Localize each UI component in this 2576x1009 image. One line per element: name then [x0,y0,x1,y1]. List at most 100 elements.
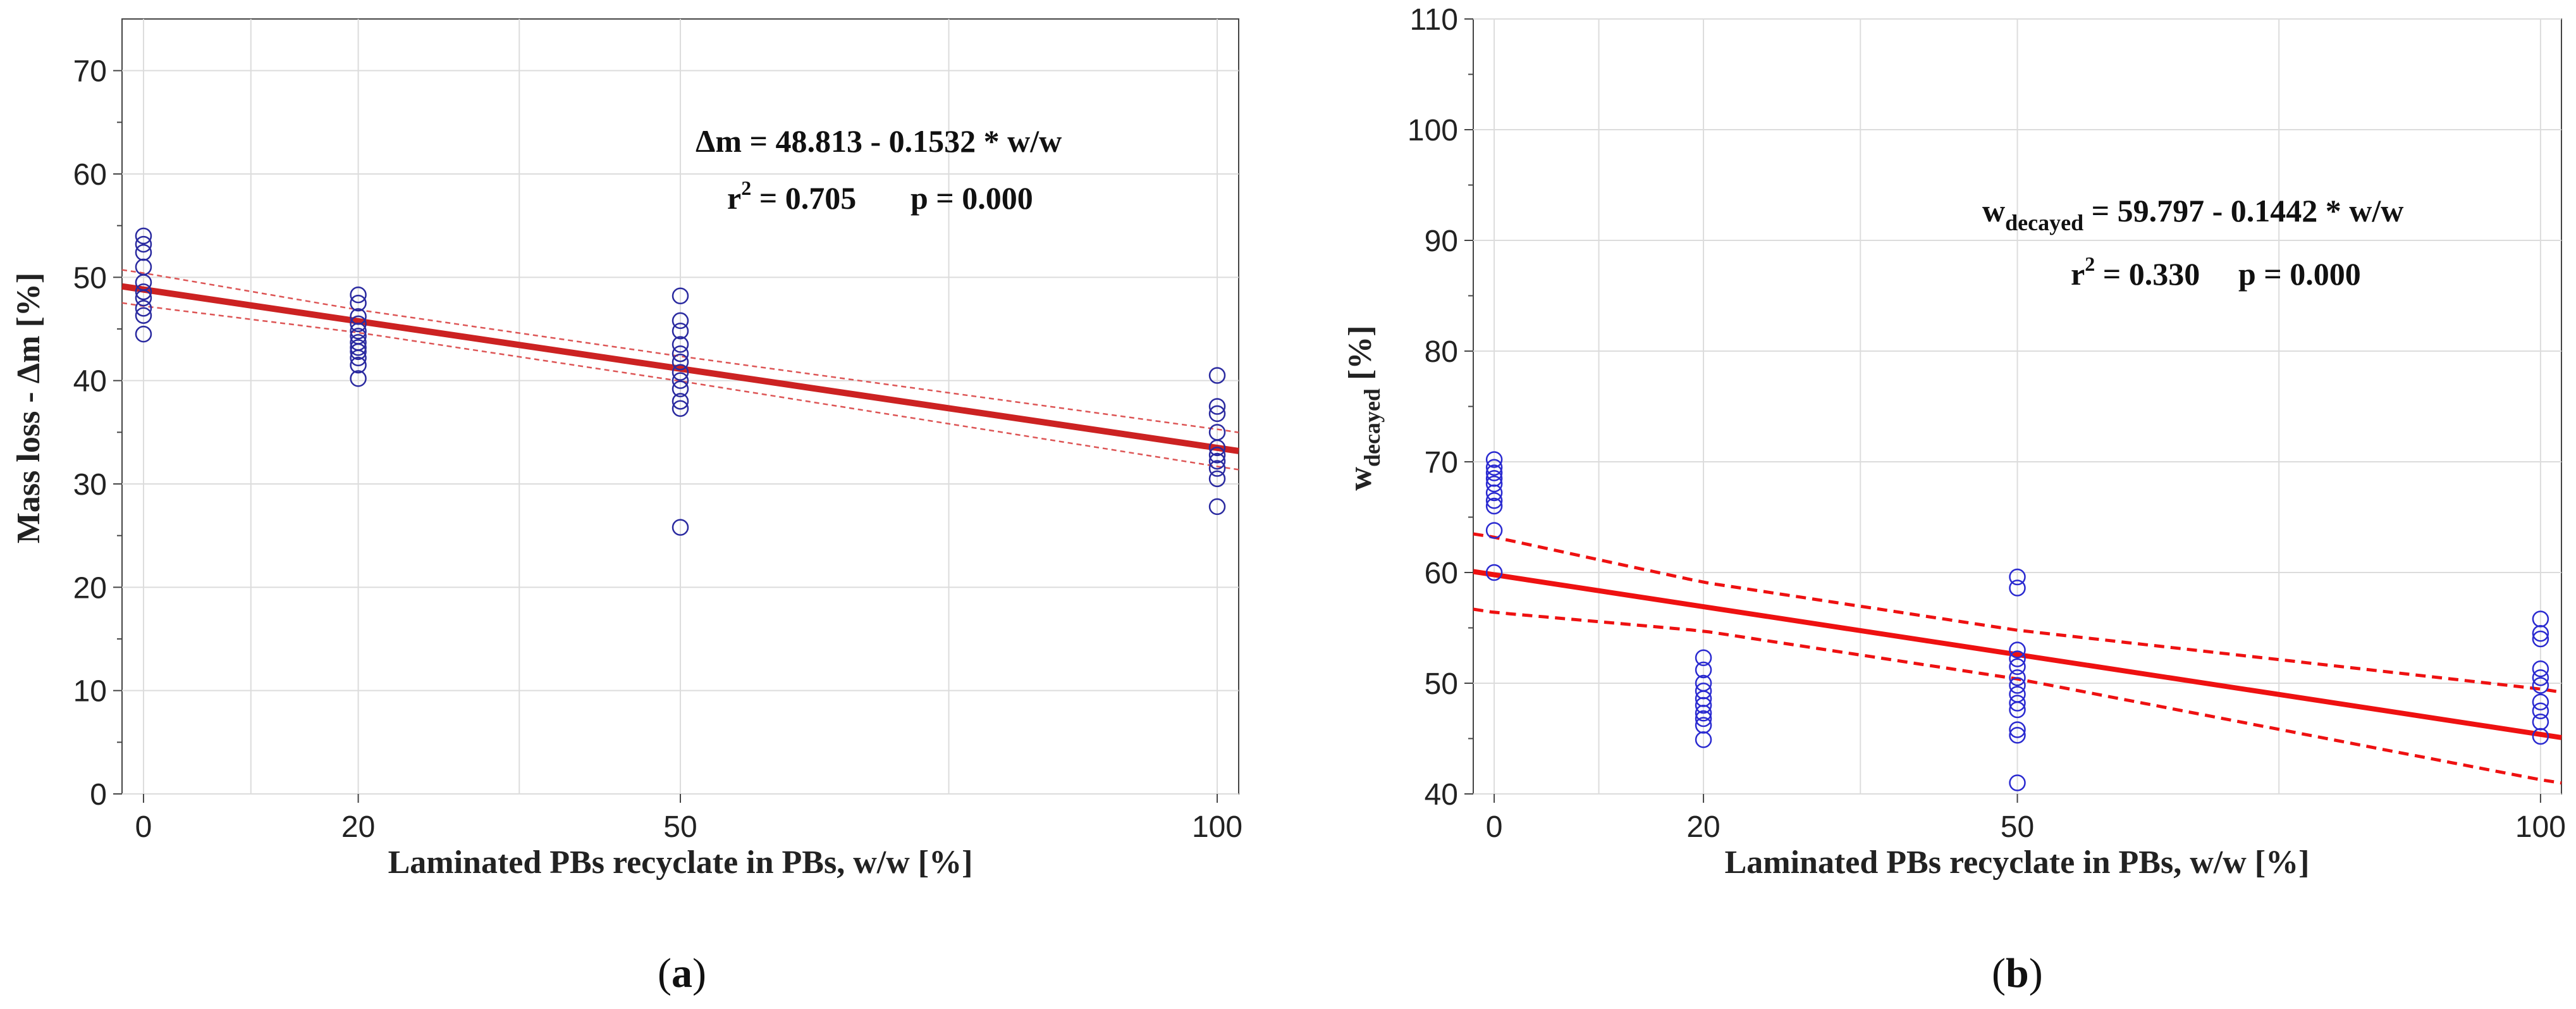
panel-b-caption: (b) [1992,950,2043,996]
data-point [135,283,152,300]
data-point [2009,568,2026,586]
panel-a-points [135,227,1226,536]
data-point [2532,669,2549,686]
data-point [1485,522,1503,539]
panel-b-fit-line [1473,569,2562,740]
data-point [2009,658,2026,675]
ci-lower-line [121,302,1239,471]
data-point [1208,470,1226,488]
x-tick-label: 20 [1686,810,1720,844]
y-tick-label: 20 [73,571,107,605]
data-point [2009,774,2026,791]
data-point [2532,660,2549,678]
panel-a-x-axis-label: Laminated PBs recyclate in PBs, w/w [%] [388,845,973,881]
data-point [672,400,689,418]
panel-b-x-axis-label: Laminated PBs recyclate in PBs, w/w [%] [1725,845,2310,881]
data-point [672,323,689,340]
data-point [1485,459,1503,476]
data-point [135,325,152,343]
panel-a-y-ticks: 0 10 20 30 40 50 60 70 [73,55,122,812]
panel-b-points [1485,451,2549,791]
y-tick-label: 100 [1408,114,1458,147]
data-point [350,323,367,340]
x-tick-label: 0 [1486,810,1503,844]
data-point [135,235,152,253]
panel-a-equation: Δm = 48.813 - 0.1532 * w/w [696,123,1062,159]
data-point [672,372,689,389]
y-tick-label: 40 [1425,778,1458,812]
panel-b-y-axis-label: wdecayed [%] [1342,325,1385,490]
data-point [1695,731,1712,748]
data-point [672,312,689,330]
y-tick-label: 90 [1425,225,1458,258]
data-point [1485,484,1503,502]
data-point [1208,460,1226,477]
data-point [2532,727,2549,745]
data-point [1695,661,1712,679]
data-point [2532,677,2549,694]
y-tick-label: 50 [1425,667,1458,701]
data-point [1208,447,1226,464]
data-point [1485,475,1503,493]
y-tick-label: 80 [1425,335,1458,369]
panel-b-p-value: p = 0.000 [2238,256,2361,292]
data-point [135,300,152,317]
y-tick-label: 30 [73,468,107,502]
panel-a-caption: (a) [658,950,706,996]
data-point [350,356,367,374]
x-tick-label: 0 [135,810,152,844]
data-point [350,343,367,361]
data-point [350,315,367,333]
panel-b-confidence-band [1473,532,2562,785]
panel-a-confidence-band [121,269,1239,471]
panel-a-y-axis-label: Mass loss - Δm [%] [11,273,47,543]
panel-a-chart: 0 20 50 100 0 10 20 30 40 50 60 70 Laminated PBs r… [11,18,1242,996]
data-point [2532,702,2549,719]
ci-lower-line [1473,607,2562,785]
x-tick-label: 100 [2515,810,2566,844]
panel-b-chart: 0 20 50 100 40 50 60 70 80 90 100 110 Laminated PB… [1342,3,2566,996]
data-point [672,519,689,536]
data-point [1208,405,1226,423]
data-point [135,289,152,307]
data-point [1485,492,1503,509]
data-point [672,287,689,304]
x-tick-label: 50 [663,810,697,844]
data-point [1485,451,1503,468]
panel-a-x-ticks: 0 20 50 100 [135,794,1242,844]
data-point [672,380,689,397]
y-tick-label: 40 [73,365,107,399]
data-point [2009,695,2026,712]
data-point [672,364,689,381]
y-tick-label: 70 [73,55,107,89]
data-point [350,339,367,356]
panel-b-y-ticks: 40 50 60 70 80 90 100 110 [1408,3,1473,812]
data-point [135,307,152,325]
x-tick-label: 20 [341,810,375,844]
data-point [672,393,689,410]
data-point [1208,439,1226,457]
y-tick-label: 60 [73,158,107,192]
data-point [2009,677,2026,694]
data-point [350,349,367,366]
data-point [2009,727,2026,744]
data-point [1695,710,1712,727]
y-tick-label: 60 [1425,557,1458,590]
data-point [1208,367,1226,384]
y-tick-label: 0 [90,778,107,812]
data-point [1485,497,1503,515]
data-point [1695,705,1712,722]
data-point [2009,650,2026,667]
data-point [350,286,367,304]
data-point [1208,398,1226,415]
data-point [1208,498,1226,516]
data-point [672,345,689,362]
data-point [2009,641,2026,659]
data-point [672,336,689,353]
x-tick-label: 50 [2001,810,2034,844]
data-point [2009,579,2026,597]
y-tick-label: 70 [1425,446,1458,480]
data-point [2009,721,2026,738]
data-point [672,354,689,371]
x-tick-label: 100 [1192,810,1242,844]
